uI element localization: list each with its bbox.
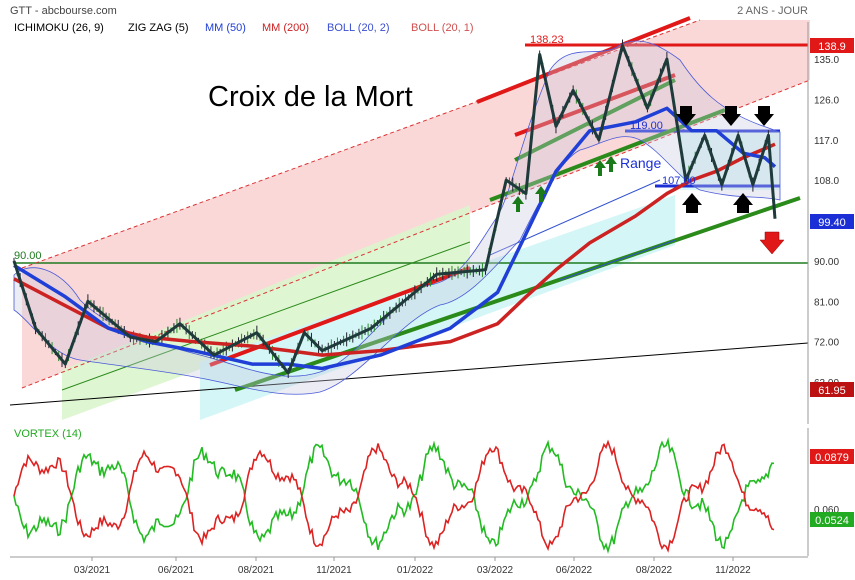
period-label: 2 ANS - JOUR [737, 5, 808, 17]
label-90: 90.00 [14, 250, 42, 262]
y-tick-label: 72.00 [814, 338, 839, 349]
x-axis-ticks: 03/2021 06/2021 08/2021 11/2021 01/2022 03/20… [74, 557, 751, 576]
badge-low-bg [810, 382, 854, 397]
x-tick-label: 01/2022 [397, 565, 434, 576]
badge-top: 138.9 [818, 41, 846, 53]
long-trend-line [9, 342, 809, 406]
legend-entry: ZIG ZAG (5) [128, 22, 189, 34]
green-channel-zone [62, 205, 470, 420]
red-trend-upper [476, 16, 691, 104]
y-tick-label: 135.0 [814, 55, 839, 66]
x-tick-label: 03/2022 [477, 565, 514, 576]
y-tick-label: 117.0 [814, 136, 839, 147]
y-tick-label: 126.0 [814, 95, 839, 106]
x-tick-label: 03/2021 [74, 565, 111, 576]
blue-thin-line [489, 179, 661, 256]
label-119: 119.00 [630, 120, 663, 132]
series-layer [12, 39, 777, 379]
green-up-arrow [605, 156, 617, 172]
legend-entry: BOLL (20, 2) [327, 22, 390, 34]
x-tick-label: 11/2022 [715, 565, 751, 576]
x-tick-label: 11/2021 [316, 565, 352, 576]
label-107: 107.00 [662, 175, 696, 187]
legend-entry: MM (50) [205, 22, 246, 34]
black-down-arrow [676, 106, 696, 126]
vortex-minus-line [13, 439, 775, 553]
signal-arrows [512, 106, 785, 255]
vortex-label: VORTEX (14) [14, 428, 82, 440]
source-label: GTT - abcbourse.com [10, 5, 117, 17]
x-tick-label: 08/2021 [238, 565, 275, 576]
vortex-badge-green-bg [810, 512, 854, 527]
label-138: 138.23 [530, 34, 564, 46]
x-tick-label: 06/2021 [158, 565, 195, 576]
badge-low: 61.95 [818, 385, 846, 397]
green-up-arrow [594, 160, 606, 176]
legend-entry: BOLL (20, 1) [411, 22, 474, 34]
vortex-badge-red: 0.0879 [815, 452, 849, 464]
green-thin-line [61, 241, 471, 391]
green-up-arrow [512, 196, 524, 212]
vortex-tick: 0.060 [814, 505, 839, 516]
black-up-arrow [733, 193, 753, 213]
y-tick-label: 108.0 [814, 176, 839, 187]
y-tick-label: 81.00 [814, 297, 839, 308]
vortex-series [13, 437, 775, 554]
red-down-arrow [759, 231, 785, 255]
red-trend-mid [514, 73, 676, 137]
badge-last-bg [810, 214, 854, 229]
green-up-arrow [535, 186, 547, 202]
green-trend-lower [234, 196, 801, 392]
legend-entry: ICHIMOKU (26, 9) [14, 22, 104, 34]
green-trend-upper [514, 78, 676, 162]
chart-title-annotation: Croix de la Mort [208, 81, 413, 113]
indicator-legend: ICHIMOKU (26, 9) ZIG ZAG (5) MM (50) MM (20… [14, 22, 474, 34]
blue-thin-line-2 [559, 239, 677, 281]
vortex-plus-line [13, 437, 775, 554]
cyan-channel-zone [200, 195, 675, 420]
channel-dashed-line [21, 19, 701, 269]
badge-last: 99.40 [818, 217, 846, 229]
mm50-line [13, 106, 777, 371]
black-up-arrow [682, 193, 702, 213]
vortex-badge-red-bg [810, 449, 854, 464]
x-tick-label: 06/2022 [556, 565, 593, 576]
x-tick-label: 08/2022 [636, 565, 673, 576]
y-tick-label: 90.00 [814, 257, 839, 268]
range-annotation: Range [620, 155, 661, 171]
black-down-arrow [754, 106, 774, 126]
vortex-badge-green: 0.0524 [815, 515, 849, 527]
black-down-arrow [721, 106, 741, 126]
legend-entry: MM (200) [262, 22, 309, 34]
zigzag-line [12, 44, 777, 375]
bollinger-envelope [13, 40, 781, 395]
badge-top-bg [810, 38, 854, 53]
